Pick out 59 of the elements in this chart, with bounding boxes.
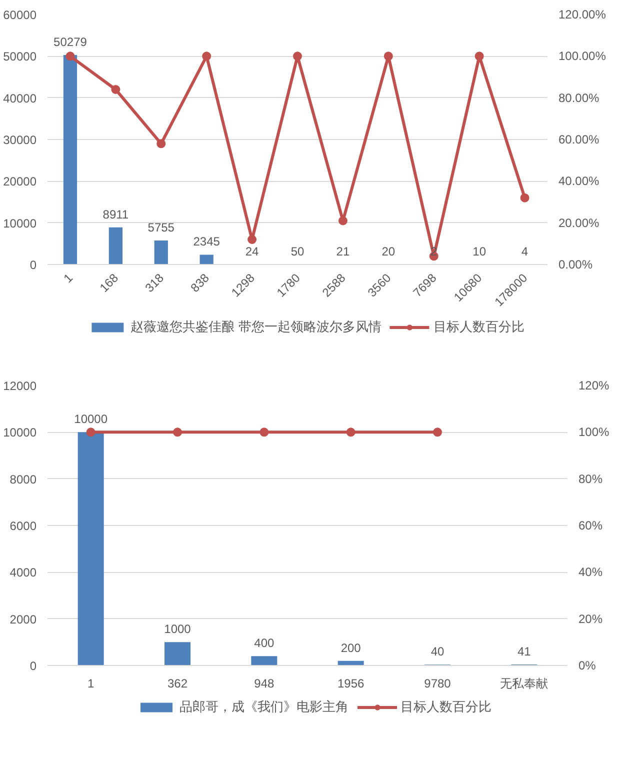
y2-tick-label: 120.00% bbox=[558, 8, 606, 22]
y-tick-label: 8000 bbox=[10, 472, 37, 486]
legend-label: 赵薇邀您共鉴佳酿 带您一起领略波尔多风情 bbox=[130, 318, 382, 336]
y-tick-label: 50000 bbox=[3, 50, 37, 64]
data-label: 1000 bbox=[164, 622, 192, 636]
x-tick-label: 1 bbox=[87, 676, 94, 690]
legend-label: 品郎哥，成《我们》电影主角 bbox=[180, 698, 348, 716]
y-tick-label: 30000 bbox=[3, 133, 37, 147]
y2-tick-label: 60.00% bbox=[558, 132, 600, 146]
y2-tick-label: 120% bbox=[578, 378, 610, 392]
y2-tick-label: 20.00% bbox=[558, 216, 600, 230]
y2-tick-label: 0.00% bbox=[558, 258, 593, 272]
y2-tick-label: 100.00% bbox=[558, 49, 606, 64]
data-label: 10000 bbox=[74, 412, 108, 426]
data-label: 5755 bbox=[148, 220, 175, 235]
y-tick-label: 0 bbox=[30, 258, 37, 272]
data-label: 10 bbox=[472, 244, 486, 258]
data-label: 50 bbox=[290, 244, 304, 258]
data-label: 2 bbox=[430, 244, 438, 258]
data-label: 21 bbox=[336, 244, 350, 258]
data-label: 24 bbox=[245, 244, 260, 258]
y-tick-label: 60000 bbox=[3, 8, 37, 22]
x-tick-label: 838 bbox=[188, 270, 212, 295]
y-tick-label: 6000 bbox=[10, 519, 37, 533]
y-tick-label: 10000 bbox=[3, 216, 37, 230]
data-label: 200 bbox=[340, 640, 362, 655]
y-tick-label: 20000 bbox=[3, 174, 37, 189]
data-label: 4 bbox=[521, 244, 528, 258]
y-tick-label: 12000 bbox=[3, 379, 37, 393]
y2-tick-label: 20% bbox=[578, 612, 603, 626]
y-tick-label: 10000 bbox=[3, 426, 37, 440]
x-tick-label: 948 bbox=[254, 676, 275, 690]
x-tick-label: 9780 bbox=[424, 676, 452, 690]
y2-tick-label: 80% bbox=[578, 472, 603, 486]
data-label: 40 bbox=[430, 644, 444, 659]
x-tick-label: 1 bbox=[60, 270, 76, 286]
y2-tick-label: 40.00% bbox=[558, 174, 600, 188]
y2-tick-label: 0% bbox=[578, 658, 596, 672]
data-label: 400 bbox=[254, 636, 275, 650]
y-tick-label: 40000 bbox=[3, 91, 37, 106]
data-label: 50279 bbox=[54, 35, 88, 50]
data-label: 20 bbox=[382, 244, 396, 258]
y2-tick-label: 40% bbox=[578, 565, 603, 580]
data-label: 41 bbox=[517, 644, 532, 659]
x-tick-label: 318 bbox=[142, 270, 167, 295]
y-tick-label: 2000 bbox=[10, 612, 37, 626]
data-label: 8911 bbox=[102, 207, 129, 222]
y-tick-label: 4000 bbox=[10, 566, 37, 580]
y-tick-label: 0 bbox=[30, 659, 37, 673]
x-tick-label: 无私奉献 bbox=[500, 676, 548, 690]
y2-tick-label: 60% bbox=[578, 518, 603, 532]
y2-tick-label: 100% bbox=[578, 425, 610, 440]
x-tick-label: 1956 bbox=[337, 676, 365, 690]
y2-tick-label: 80.00% bbox=[558, 90, 600, 105]
x-tick-label: 168 bbox=[96, 270, 122, 295]
data-label: 2345 bbox=[193, 234, 220, 249]
legend-label: 目标人数百分比 bbox=[433, 318, 524, 336]
x-tick-label: 362 bbox=[167, 676, 188, 690]
legend-label: 目标人数百分比 bbox=[400, 698, 492, 716]
